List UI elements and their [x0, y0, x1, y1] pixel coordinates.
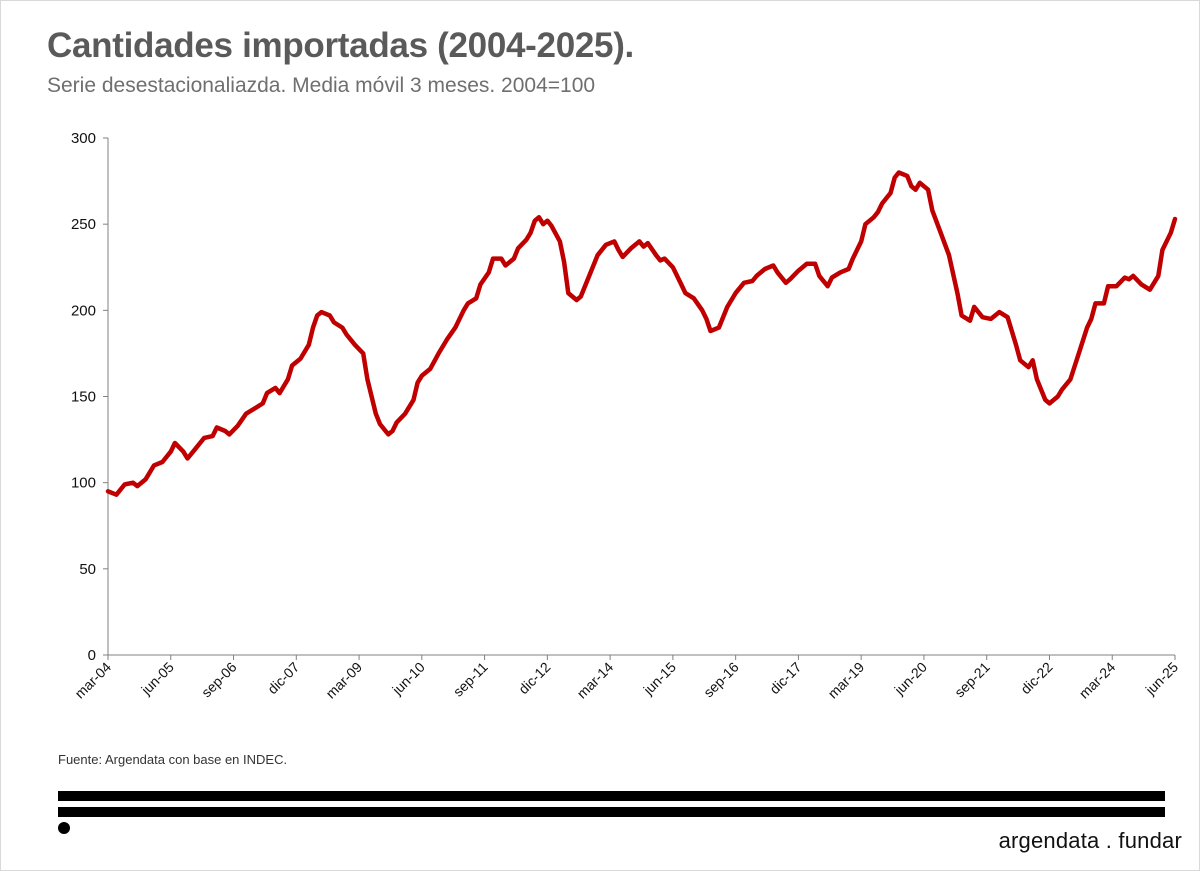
- series-layer: [105, 170, 1178, 497]
- x-tick-label: mar-14: [574, 659, 617, 702]
- x-tick-label: mar-24: [1076, 659, 1119, 702]
- x-tick-label: jun-10: [388, 659, 428, 699]
- y-axis: 0 50 100 150 200 250 300: [71, 130, 109, 664]
- y-tick-label: 150: [71, 389, 96, 406]
- y-tick-label: 300: [71, 130, 96, 147]
- x-tick-label: jun-05: [137, 659, 177, 699]
- chart-subtitle: Serie desestacionaliazda. Media móvil 3 …: [47, 74, 596, 97]
- chart-title: Cantidades importadas (2004-2025).: [47, 26, 634, 65]
- series-line: [105, 170, 1178, 497]
- y-tick-label: 0: [88, 647, 96, 664]
- x-tick-label: sep-11: [450, 659, 491, 700]
- x-tick-label: jun-15: [639, 659, 679, 699]
- x-tick-label: sep-21: [951, 659, 993, 701]
- y-tick-label: 50: [79, 561, 96, 578]
- x-tick-label: mar-09: [322, 659, 365, 702]
- x-tick-label: mar-19: [825, 659, 868, 702]
- x-tick-label: jun-25: [1142, 659, 1182, 699]
- source-note: Fuente: Argendata con base en INDEC.: [58, 752, 288, 767]
- x-tick-label: dic-12: [515, 659, 553, 697]
- y-tick-label: 100: [71, 475, 96, 492]
- x-tick-label: dic-22: [1017, 659, 1055, 697]
- x-tick-label: dic-07: [264, 659, 302, 697]
- brand-dot: [58, 822, 70, 834]
- y-tick-label: 200: [71, 302, 96, 319]
- y-tick-label: 250: [71, 216, 96, 233]
- brand-bar-bottom: [58, 807, 1165, 817]
- x-tick-label: sep-16: [700, 659, 742, 701]
- x-axis: mar-04 jun-05 sep-06 dic-07 mar-09 jun-10 sep-…: [71, 654, 1182, 702]
- x-tick-label: dic-17: [766, 659, 804, 697]
- x-tick-label: sep-06: [198, 659, 240, 701]
- x-tick-label: jun-20: [891, 659, 931, 699]
- x-tick-label: mar-04: [71, 659, 114, 702]
- brand-logo-text: argendata . fundar: [998, 828, 1182, 853]
- brand-bar-top: [58, 791, 1165, 801]
